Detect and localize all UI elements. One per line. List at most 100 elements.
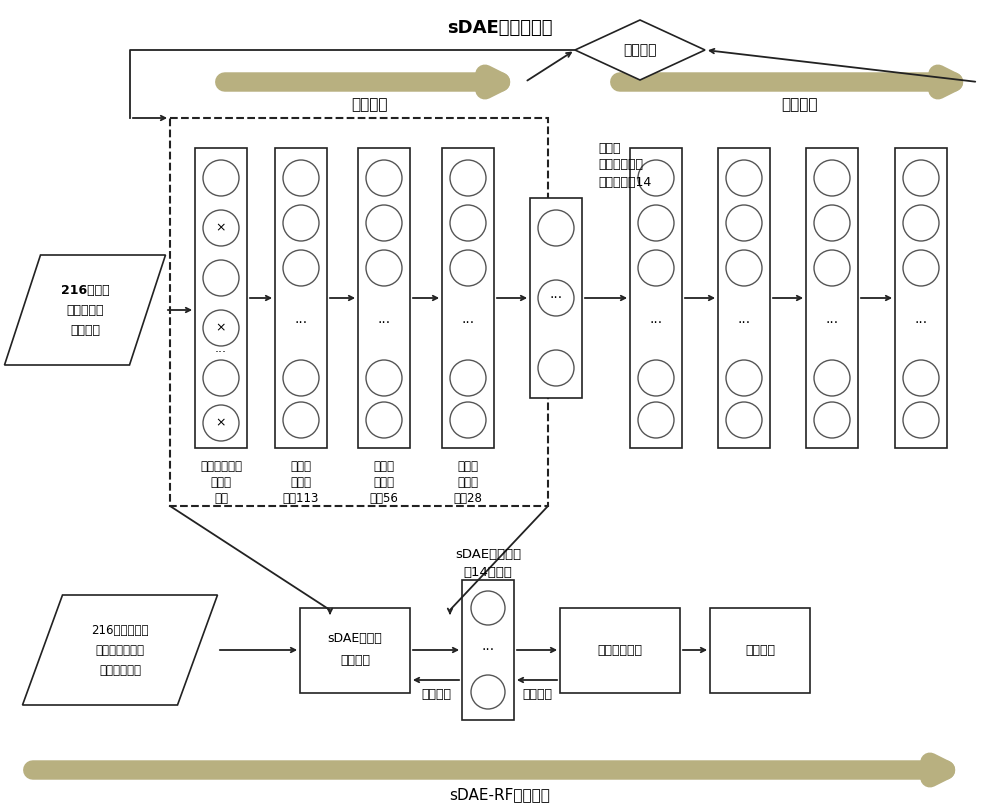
Bar xyxy=(300,608,410,693)
Text: 一化评价因子: 一化评价因子 xyxy=(99,663,141,676)
Circle shape xyxy=(471,675,505,709)
Text: 完成模型: 完成模型 xyxy=(340,654,370,667)
Text: ···: ··· xyxy=(377,316,391,330)
Circle shape xyxy=(203,405,239,441)
Circle shape xyxy=(203,360,239,396)
Text: 反向微调: 反向微调 xyxy=(522,688,552,701)
Circle shape xyxy=(450,402,486,438)
Bar xyxy=(442,148,494,448)
Text: sDAE模型输出: sDAE模型输出 xyxy=(455,549,521,562)
Text: sDAE-RF模型训练: sDAE-RF模型训练 xyxy=(450,788,550,802)
Text: 隐含层: 隐含层 xyxy=(374,460,394,473)
Circle shape xyxy=(814,250,850,286)
Circle shape xyxy=(450,205,486,241)
Text: 神经元: 神经元 xyxy=(374,475,394,489)
Bar xyxy=(170,118,548,506)
Circle shape xyxy=(726,160,762,196)
Polygon shape xyxy=(575,20,705,80)
Bar xyxy=(275,148,327,448)
Bar xyxy=(358,148,410,448)
Text: ···: ··· xyxy=(481,643,495,657)
Bar xyxy=(806,148,858,448)
Text: ···: ··· xyxy=(549,291,563,305)
Text: 神经元: 神经元 xyxy=(458,475,479,489)
Circle shape xyxy=(814,205,850,241)
Bar xyxy=(462,580,514,720)
Text: ···: ··· xyxy=(914,316,928,330)
Circle shape xyxy=(638,402,674,438)
Text: 隐含层: 隐含层 xyxy=(458,460,479,473)
Circle shape xyxy=(538,280,574,316)
Circle shape xyxy=(814,402,850,438)
Text: 解码过程: 解码过程 xyxy=(782,98,818,112)
Text: 个数113: 个数113 xyxy=(283,491,319,504)
Circle shape xyxy=(638,160,674,196)
Text: ···: ··· xyxy=(825,316,839,330)
Text: 神经元个数14: 神经元个数14 xyxy=(598,175,651,188)
Circle shape xyxy=(538,350,574,386)
Circle shape xyxy=(203,260,239,296)
Circle shape xyxy=(366,205,402,241)
Text: 216维滑坡样本: 216维滑坡样本 xyxy=(91,624,149,637)
Text: 因子: 因子 xyxy=(214,491,228,504)
Circle shape xyxy=(203,210,239,246)
Text: ···: ··· xyxy=(649,316,663,330)
Text: ×: × xyxy=(216,416,226,430)
Text: sDAE模型预训练: sDAE模型预训练 xyxy=(447,19,553,37)
Text: sDAE预训练: sDAE预训练 xyxy=(328,632,382,645)
Text: 样本归一化: 样本归一化 xyxy=(66,304,104,317)
Circle shape xyxy=(450,160,486,196)
Text: ×: × xyxy=(216,322,226,335)
Circle shape xyxy=(450,360,486,396)
Text: 反向微调: 反向微调 xyxy=(421,688,451,701)
Circle shape xyxy=(638,250,674,286)
Circle shape xyxy=(638,360,674,396)
Text: 个数56: 个数56 xyxy=(370,491,398,504)
Circle shape xyxy=(366,360,402,396)
Polygon shape xyxy=(5,255,166,365)
Text: 与非滑坡样本归: 与非滑坡样本归 xyxy=(96,643,144,656)
Circle shape xyxy=(814,360,850,396)
Circle shape xyxy=(538,210,574,246)
Text: 的评价: 的评价 xyxy=(210,475,232,489)
Circle shape xyxy=(814,160,850,196)
Text: ···: ··· xyxy=(215,347,227,360)
Circle shape xyxy=(203,160,239,196)
Polygon shape xyxy=(22,595,218,705)
Circle shape xyxy=(726,205,762,241)
Circle shape xyxy=(283,360,319,396)
Text: 加入随机噪声: 加入随机噪声 xyxy=(200,460,242,473)
Text: （降维特征）: （降维特征） xyxy=(598,158,643,171)
Text: 层14维特征: 层14维特征 xyxy=(464,566,512,579)
Circle shape xyxy=(638,205,674,241)
Text: 隐含层: 隐含层 xyxy=(290,460,312,473)
Circle shape xyxy=(726,250,762,286)
Text: 神经元: 神经元 xyxy=(290,475,312,489)
Text: ···: ··· xyxy=(461,316,475,330)
Text: ···: ··· xyxy=(737,316,751,330)
Circle shape xyxy=(726,402,762,438)
Circle shape xyxy=(283,402,319,438)
Text: 样本标签: 样本标签 xyxy=(745,643,775,656)
Text: 216维滑坡: 216维滑坡 xyxy=(61,284,109,297)
Text: 个数28: 个数28 xyxy=(454,491,482,504)
Circle shape xyxy=(903,402,939,438)
Circle shape xyxy=(366,250,402,286)
Circle shape xyxy=(471,591,505,625)
Circle shape xyxy=(903,205,939,241)
Circle shape xyxy=(366,402,402,438)
Circle shape xyxy=(283,205,319,241)
Bar xyxy=(530,198,582,398)
Circle shape xyxy=(283,250,319,286)
Circle shape xyxy=(903,250,939,286)
Text: ···: ··· xyxy=(294,316,308,330)
Bar xyxy=(710,608,810,693)
Text: 重构误差: 重构误差 xyxy=(623,43,657,57)
Text: 评价因子: 评价因子 xyxy=(70,323,100,336)
Text: ×: × xyxy=(216,221,226,234)
Bar xyxy=(630,148,682,448)
Bar xyxy=(895,148,947,448)
Bar xyxy=(195,148,247,448)
Circle shape xyxy=(366,160,402,196)
Circle shape xyxy=(450,250,486,286)
